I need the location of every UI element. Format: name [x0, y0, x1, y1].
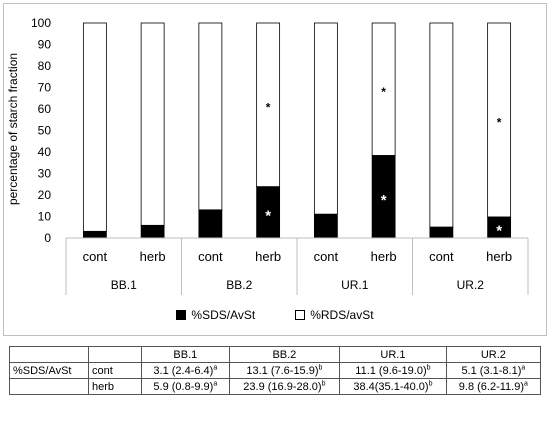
x-tick-label: cont: [429, 249, 454, 264]
table-row-label: %SDS/AvSt: [9, 362, 89, 379]
x-tick-label: herb: [140, 249, 166, 264]
cell-value: 9.8 (6.2-11.9): [458, 380, 525, 393]
table-row-sublabel: herb: [88, 378, 142, 395]
cell-superscript: a: [524, 379, 528, 387]
cell-value: 23.9 (16.9-28.0): [243, 380, 322, 393]
y-tick-label: 80: [38, 59, 52, 73]
asterisk-annotation: *: [496, 223, 502, 240]
table-cell: 5.1 (3.1-8.1)a: [445, 362, 542, 379]
y-tick-label: 70: [38, 81, 52, 95]
table-cell: 13.1 (7.6-15.9)b: [228, 362, 341, 379]
chart-frame: [3, 3, 547, 336]
table-row-sublabel: cont: [88, 362, 142, 379]
cell-superscript: b: [318, 363, 323, 371]
group-label: BB.2: [226, 278, 252, 292]
y-tick-label: 90: [38, 38, 52, 52]
table-row: herb 5.9 (0.8-9.9)a 23.9 (16.9-28.0)b 38…: [9, 378, 542, 395]
bar-segment-sds: [82, 230, 107, 239]
bar-segment-rds: [313, 22, 338, 215]
y-axis-label: percentage of starch fraction: [6, 53, 20, 205]
bar-segment-sds: [429, 226, 454, 239]
asterisk-annotation: *: [497, 116, 502, 130]
y-tick-label: 60: [38, 102, 52, 116]
table-cell: 38.4(35.1-40.0)b: [339, 378, 447, 395]
cell-value: 11.1 (9.6-19.0): [355, 364, 427, 377]
bar-segment-rds: [429, 22, 454, 228]
bar-segment-rds: [371, 22, 396, 156]
group-label: BB.1: [111, 278, 137, 292]
cell-superscript: a: [521, 363, 526, 371]
table-header-cell: BB.1: [141, 346, 230, 363]
y-tick-label: 40: [38, 145, 52, 159]
asterisk-annotation: *: [381, 192, 387, 209]
legend-item-rds: %RDS/avSt: [295, 308, 374, 322]
cell-value: 5.9 (0.8-9.9): [153, 380, 214, 393]
table-row-label: [9, 378, 89, 395]
legend-label-rds: %RDS/avSt: [310, 308, 374, 322]
group-label: UR.1: [341, 278, 369, 292]
cell-superscript: a: [213, 379, 218, 387]
legend-swatch-sds: [176, 310, 187, 320]
stacked-bar-chart: percentage of starch fraction 0 10 20 30 40 5…: [6, 16, 529, 295]
table-cell: 9.8 (6.2-11.9)a: [445, 378, 542, 395]
cell-superscript: b: [321, 379, 326, 387]
bar-segment-rds: [82, 22, 107, 232]
y-tick-label: 0: [44, 231, 51, 245]
table-header-cell: [9, 346, 89, 363]
table-header-cell: UR.1: [339, 346, 447, 363]
legend-label-sds: %SDS/AvSt: [191, 308, 256, 322]
x-tick-label: cont: [83, 249, 108, 264]
table-row: %SDS/AvSt cont 3.1 (2.4-6.4)a 13.1 (7.6-…: [9, 362, 542, 379]
table-header-cell: BB.2: [228, 346, 341, 363]
y-tick-label: 30: [38, 167, 52, 181]
asterisk-annotation: *: [265, 208, 271, 225]
bar-segment-rds: [140, 22, 165, 226]
table-cell: 11.1 (9.6-19.0)b: [339, 362, 447, 379]
bar-segment-sds: [140, 224, 165, 239]
table-header-cell: [88, 346, 142, 363]
table-cell: 5.9 (0.8-9.9)a: [141, 378, 230, 395]
table-cell: 23.9 (16.9-28.0)b: [228, 378, 341, 395]
cell-value: 3.1 (2.4-6.4): [153, 364, 214, 377]
legend-item-sds: %SDS/AvSt: [176, 308, 255, 322]
x-tick-label: herb: [486, 249, 512, 264]
table-header-row: BB.1 BB.2 UR.1 UR.2: [9, 346, 542, 363]
cell-superscript: b: [428, 379, 433, 387]
x-tick-label: herb: [255, 249, 281, 264]
x-tick-label: herb: [371, 249, 397, 264]
y-tick-label: 10: [38, 210, 52, 224]
cell-superscript: b: [426, 363, 431, 371]
asterisk-annotation: *: [266, 100, 271, 114]
bar-segment-sds: [313, 213, 338, 239]
legend: %SDS/AvSt %RDS/avSt: [0, 305, 550, 325]
bar-segment-rds: [256, 22, 281, 188]
legend-swatch-rds: [295, 310, 306, 320]
cell-superscript: a: [213, 363, 218, 371]
table-header-cell: UR.2: [445, 346, 542, 363]
y-tick-label: 20: [38, 188, 52, 202]
cell-value: 38.4(35.1-40.0): [353, 380, 429, 393]
bar-segment-rds: [198, 22, 223, 211]
x-tick-label: cont: [314, 249, 339, 264]
group-label: UR.2: [457, 278, 485, 292]
asterisk-annotation: *: [381, 85, 386, 99]
cell-value: 13.1 (7.6-15.9): [246, 364, 319, 377]
y-tick-label: 100: [31, 16, 51, 30]
x-tick-label: cont: [198, 249, 223, 264]
data-table: BB.1 BB.2 UR.1 UR.2 %SDS/AvSt cont 3.1 (…: [9, 346, 542, 395]
cell-value: 5.1 (3.1-8.1): [461, 364, 522, 377]
y-tick-label: 50: [38, 124, 52, 138]
bar-segment-rds: [487, 22, 512, 218]
bar-segment-sds: [198, 209, 223, 239]
table-cell: 3.1 (2.4-6.4)a: [141, 362, 230, 379]
